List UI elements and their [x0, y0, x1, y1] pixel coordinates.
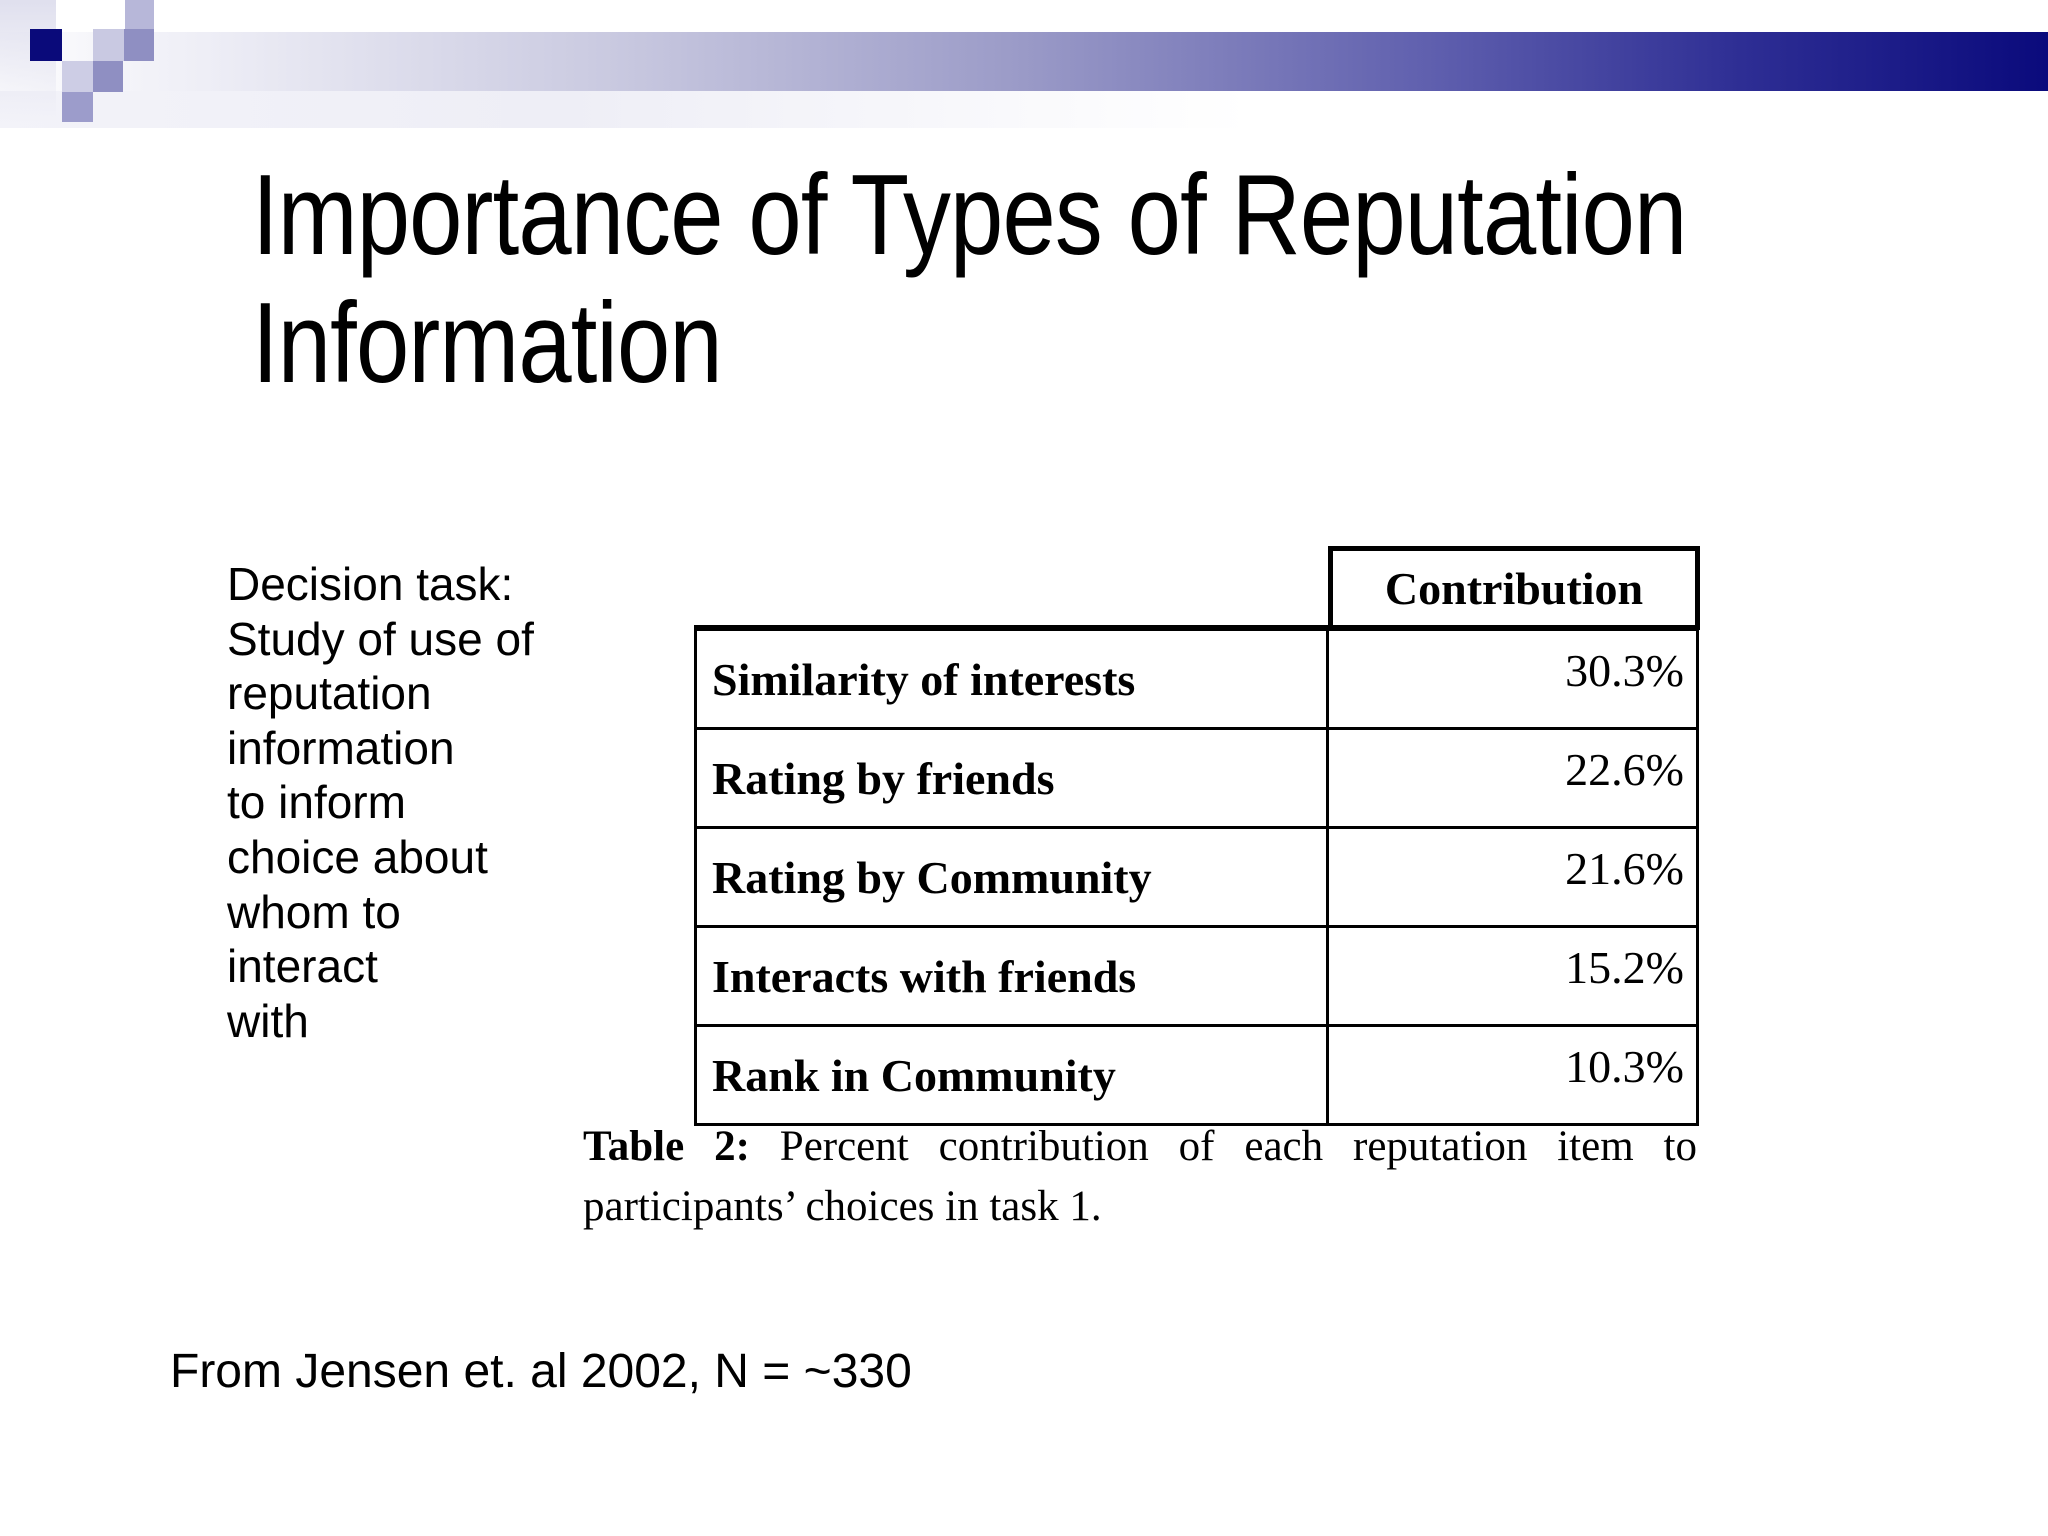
banner-square-navy: [30, 29, 62, 61]
row-label: Rating by Community: [697, 829, 1329, 925]
table-row: Rating by Community 21.6%: [697, 826, 1696, 925]
row-label: Interacts with friends: [697, 928, 1329, 1024]
row-value: 21.6%: [1565, 842, 1684, 894]
row-label: Rating by friends: [697, 730, 1329, 826]
slide-title: Importance of Types of Reputation Inform…: [252, 152, 1687, 407]
banner-square: [93, 29, 124, 61]
decision-task-text: Decision task: Study of use of reputatio…: [227, 558, 534, 1047]
banner-square: [93, 61, 123, 92]
caption-line-1: Table 2: Percent contribution of each re…: [583, 1117, 1697, 1177]
caption-text: Percent contribution of each reputation …: [779, 1123, 1697, 1170]
row-value: 10.3%: [1565, 1040, 1684, 1092]
banner-square: [124, 29, 154, 61]
table-header-label: Contribution: [1384, 562, 1644, 614]
caption-line-2: participants’ choices in task 1.: [583, 1183, 1102, 1230]
banner-left-strip: [0, 0, 56, 122]
reputation-table: Similarity of interests 30.3% Rating by …: [694, 625, 1699, 1126]
banner-square: [62, 92, 93, 122]
row-value: 22.6%: [1565, 743, 1684, 795]
table-row: Rank in Community 10.3%: [697, 1024, 1696, 1123]
table-header-contribution: Contribution: [1328, 546, 1700, 630]
table-row: Similarity of interests 30.3%: [697, 631, 1696, 727]
banner-gradient-bar: [0, 32, 2048, 91]
row-label: Similarity of interests: [697, 631, 1329, 727]
banner-square: [125, 0, 154, 29]
table-row: Rating by friends 22.6%: [697, 727, 1696, 826]
row-label: Rank in Community: [697, 1027, 1329, 1123]
table-caption: Table 2: Percent contribution of each re…: [583, 1117, 1697, 1237]
banner-echo-band: [0, 91, 1250, 128]
source-citation: From Jensen et. al 2002, N = ~330: [170, 1345, 912, 1398]
caption-table-number: Table 2:: [583, 1123, 750, 1170]
row-value: 30.3%: [1565, 644, 1684, 696]
row-value: 15.2%: [1565, 941, 1684, 993]
banner-square: [62, 61, 93, 92]
table-row: Interacts with friends 15.2%: [697, 925, 1696, 1024]
